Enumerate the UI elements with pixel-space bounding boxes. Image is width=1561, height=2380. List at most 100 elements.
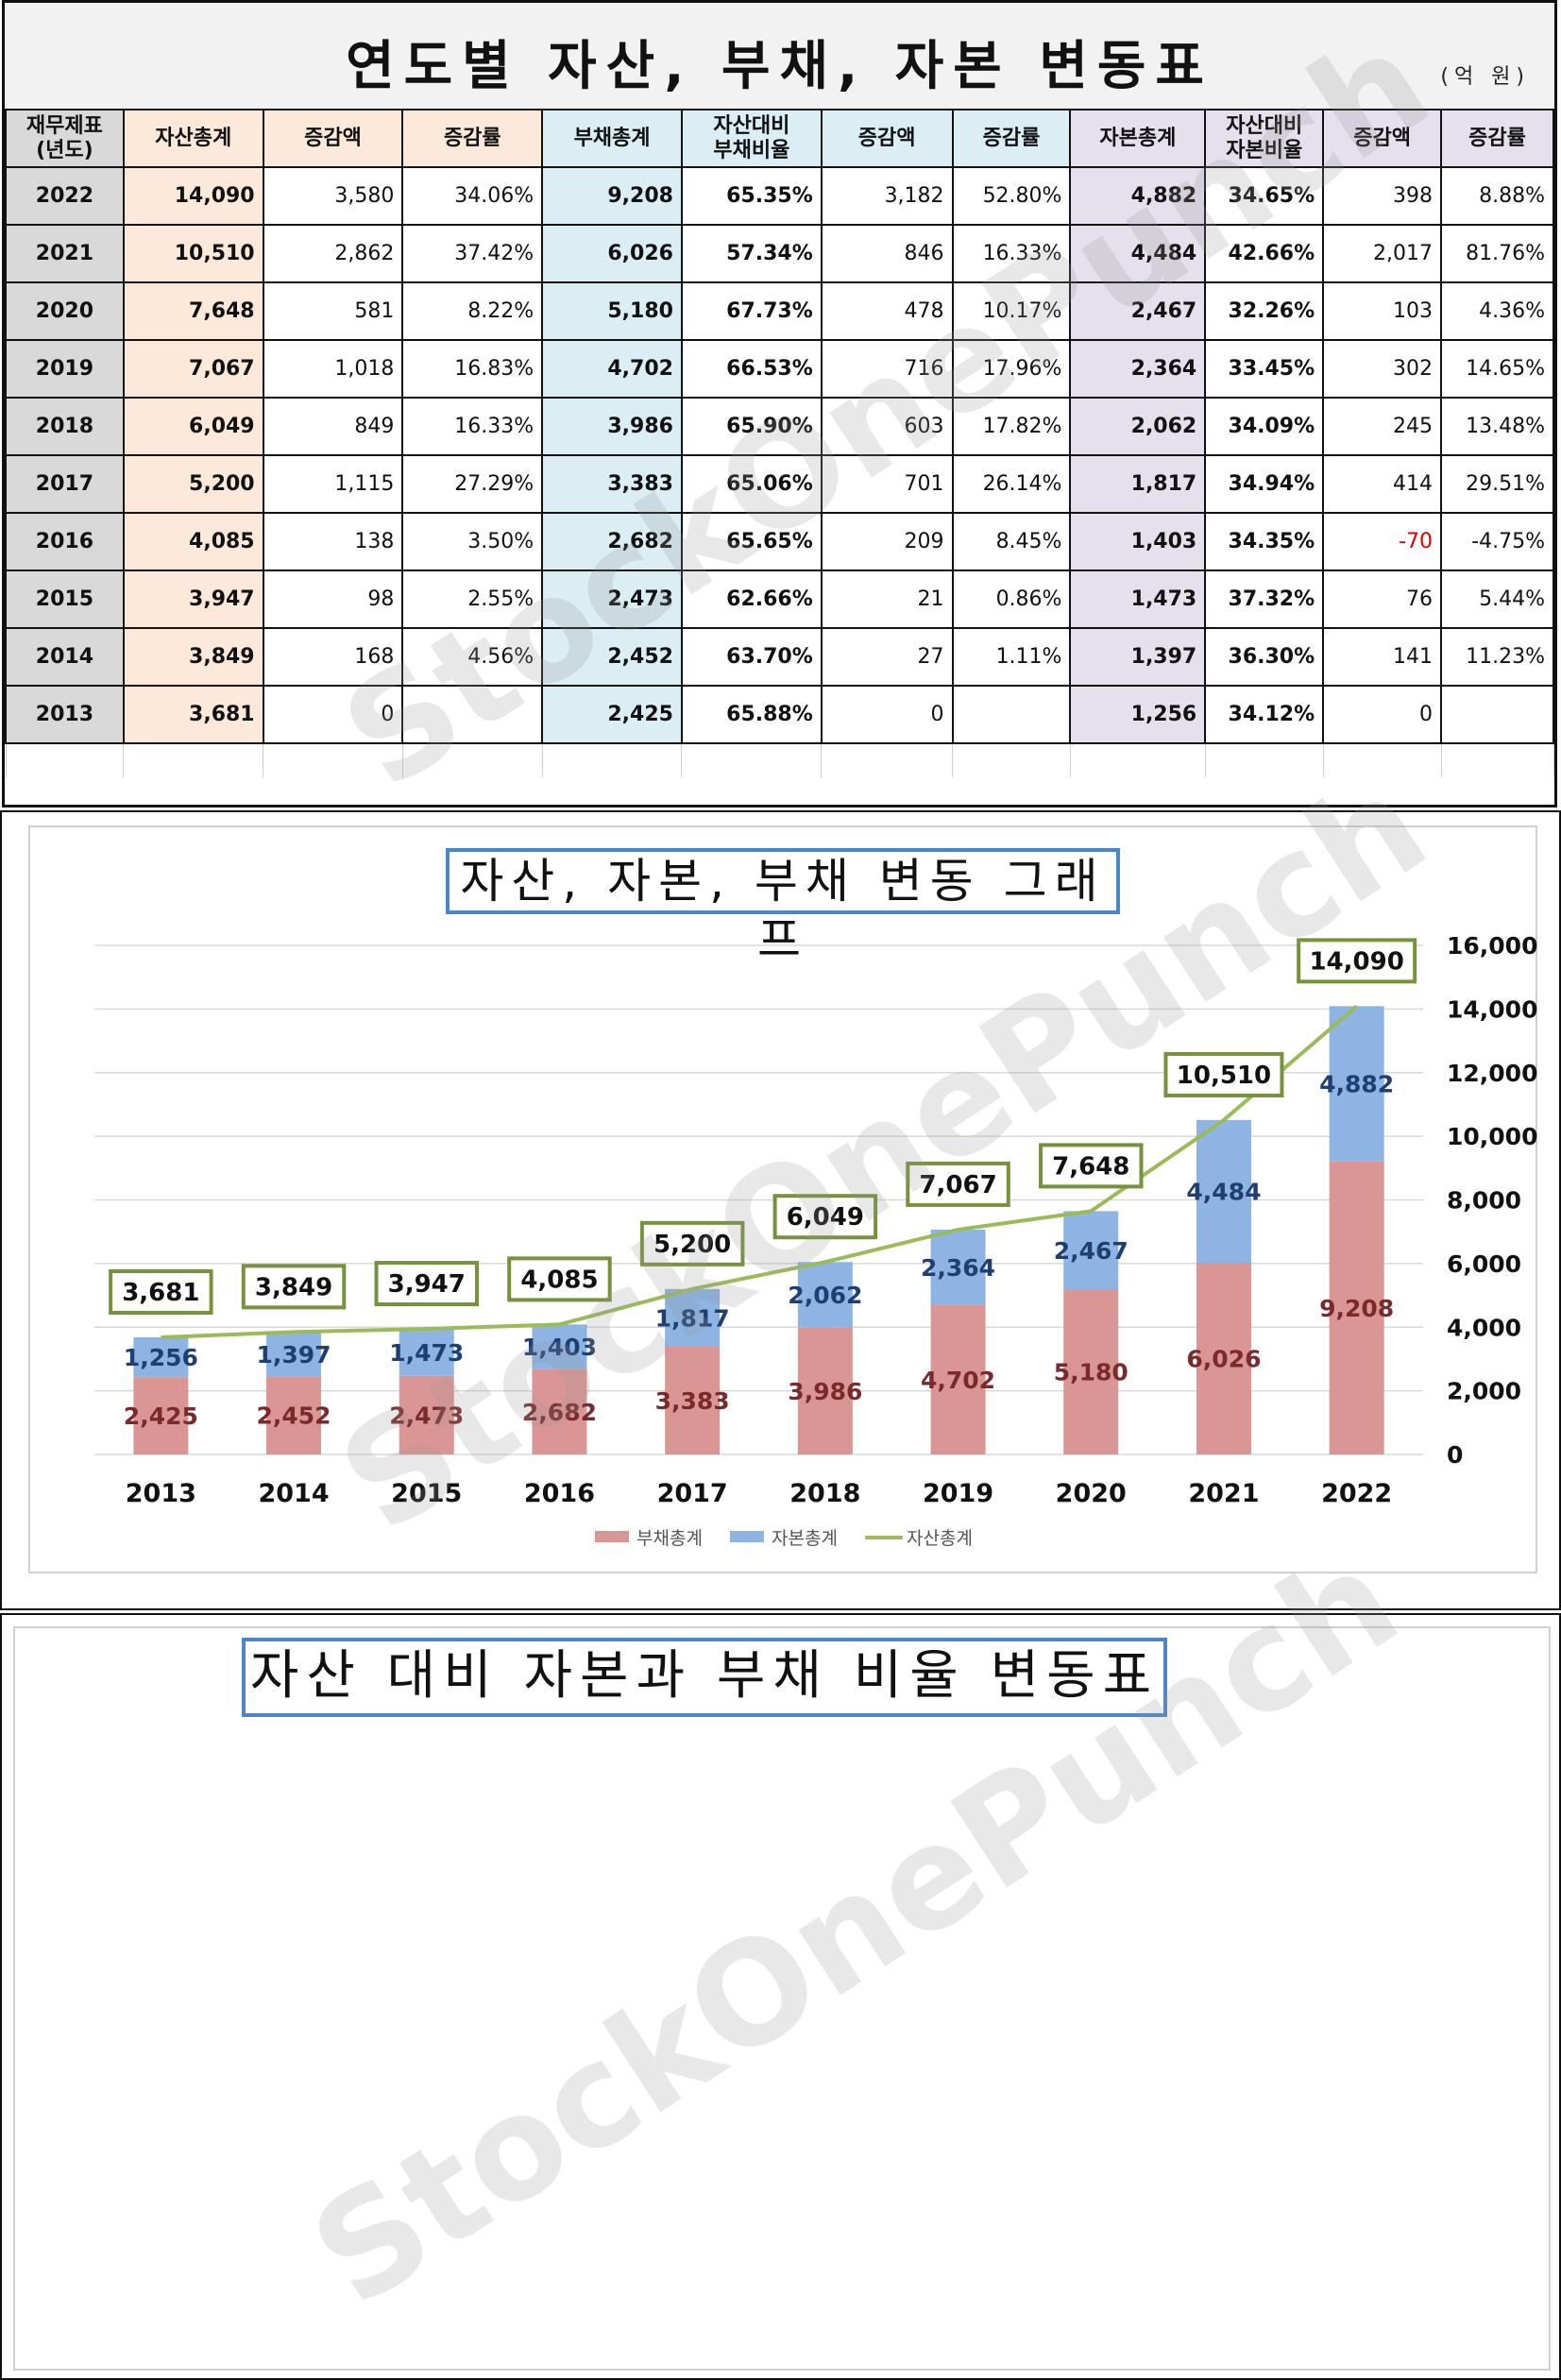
table-row: 2013 3,681 0 2,425 65.88% 0 1,256 34.12% 0 bbox=[5, 685, 1554, 744]
x-tick-label: 2021 bbox=[1188, 1479, 1259, 1508]
chart-ratio-section: 0%10%20%30%40%50%60%70%80%90%100%65.88%3… bbox=[0, 1518, 1561, 2380]
table-title-bar: 연도별 자산, 부채, 자본 변동표 (억 원) bbox=[5, 3, 1554, 110]
table-cell: 14,090 bbox=[122, 166, 264, 226]
table-header-row: 재무제표 (년도) 자산총계 증감액 증감률 부채총계 자산대비 부채비율 증감액 증감률 자본… bbox=[5, 109, 1554, 168]
column-header: 재무제표 (년도) bbox=[5, 109, 125, 168]
chart-assets-frame bbox=[28, 825, 1537, 1573]
y-tick-label: 4,000 bbox=[1447, 1314, 1521, 1341]
table-cell: 67.73% bbox=[680, 281, 823, 341]
data-label-equity: 1,397 bbox=[257, 1341, 331, 1368]
table-cell: 17.96% bbox=[951, 339, 1072, 399]
table-cell: 1,817 bbox=[1069, 454, 1207, 514]
data-label-assets: 14,090 bbox=[1309, 947, 1403, 976]
table-cell: 42.66% bbox=[1204, 224, 1325, 283]
chart-assets-svg: 0 2,000 4,000 6,000 8,000 10,000 12,000 14,000 1… bbox=[94, 932, 1537, 1549]
table-cell: 3,681 bbox=[122, 685, 264, 744]
table-cell: 37.32% bbox=[1204, 570, 1325, 629]
table-cell: 2.55% bbox=[401, 570, 544, 629]
data-label-equity: 2,062 bbox=[788, 1282, 862, 1309]
chart-ratio-title: 자산 대비 자본과 부채 비율 변동표 bbox=[249, 1645, 1160, 1707]
table-cell: 0 bbox=[820, 685, 954, 744]
data-label-assets: 3,681 bbox=[122, 1279, 199, 1307]
table-cell: 4.56% bbox=[401, 627, 544, 687]
x-tick-label: 2020 bbox=[1056, 1479, 1127, 1508]
table-cell: 1,397 bbox=[1069, 627, 1207, 687]
table-cell: 3.50% bbox=[401, 512, 544, 571]
table-cell: 414 bbox=[1322, 454, 1442, 514]
table-title: 연도별 자산, 부채, 자본 변동표 bbox=[346, 36, 1213, 97]
table-cell: 34.94% bbox=[1204, 454, 1325, 514]
table-cell: -70 bbox=[1322, 512, 1442, 571]
table-cell: 2021 bbox=[5, 224, 125, 283]
table-cell: 245 bbox=[1322, 397, 1442, 456]
table-cell: 2018 bbox=[5, 397, 125, 456]
bar-liability bbox=[399, 1375, 454, 1454]
table-cell: 2020 bbox=[5, 281, 125, 341]
table-row: 2016 4,085 138 3.50% 2,682 65.65% 209 8.45% 1,40… bbox=[5, 512, 1554, 571]
legend-label: 자산총계 bbox=[907, 1528, 973, 1549]
table-cell: 603 bbox=[820, 397, 954, 456]
table-cell: -4.75% bbox=[1440, 512, 1554, 571]
table-cell: 34.06% bbox=[401, 166, 544, 226]
table-cell: 0.86% bbox=[951, 570, 1072, 629]
column-header: 증감률 bbox=[1440, 109, 1554, 168]
column-header: 자산대비 자본비율 bbox=[1204, 109, 1325, 168]
table-cell: 209 bbox=[820, 512, 954, 571]
bar-equity bbox=[532, 1324, 587, 1369]
data-label-equity: 1,403 bbox=[522, 1334, 597, 1361]
table-cell: 98 bbox=[262, 570, 404, 629]
table-row: 2017 5,200 1,115 27.29% 3,383 65.06% 701 26.14%… bbox=[5, 454, 1554, 514]
table-cell: 2015 bbox=[5, 570, 125, 629]
table-cell: 2017 bbox=[5, 454, 125, 514]
table-cell: 27.29% bbox=[401, 454, 544, 514]
table-cell: 168 bbox=[262, 627, 404, 687]
table-cell: 0 bbox=[262, 685, 404, 744]
table-cell: 2013 bbox=[5, 685, 125, 744]
table-cell: 34.35% bbox=[1204, 512, 1325, 571]
table-cell: 21 bbox=[820, 570, 954, 629]
table-cell: 849 bbox=[262, 397, 404, 456]
x-tick-label: 2016 bbox=[524, 1479, 595, 1508]
data-label-liability: 2,473 bbox=[389, 1402, 464, 1429]
table-cell: 138 bbox=[262, 512, 404, 571]
data-label-equity: 1,817 bbox=[655, 1304, 730, 1332]
table-cell: 65.90% bbox=[680, 397, 823, 456]
table-cell: 3,986 bbox=[541, 397, 683, 456]
financial-data-table: 재무제표 (년도) 자산총계 증감액 증감률 부채총계 자산대비 부채비율 증감액 증감률 자본… bbox=[5, 109, 1554, 777]
table-cell: 37.42% bbox=[401, 224, 544, 283]
data-label-assets: 5,200 bbox=[653, 1231, 731, 1259]
data-label-box-assets bbox=[906, 1161, 1010, 1207]
data-label-box-assets bbox=[1297, 938, 1417, 984]
table-cell: 701 bbox=[820, 454, 954, 514]
table-cell: 11.23% bbox=[1440, 627, 1554, 687]
line-assets bbox=[161, 1004, 1358, 1339]
data-label-assets: 3,849 bbox=[255, 1273, 332, 1301]
table-cell: 5.44% bbox=[1440, 570, 1554, 629]
table-blank-cell bbox=[681, 742, 823, 777]
table-unit: (억 원) bbox=[1440, 65, 1530, 89]
x-tick-label: 2018 bbox=[789, 1479, 860, 1508]
table-cell: 8.22% bbox=[401, 281, 544, 341]
legend-label: 부채총계 bbox=[636, 1528, 703, 1549]
table-cell: 32.26% bbox=[1204, 281, 1325, 341]
table-cell: 7,648 bbox=[122, 281, 264, 341]
table-cell: 65.88% bbox=[680, 685, 823, 744]
data-label-assets: 4,085 bbox=[520, 1266, 598, 1294]
bar-equity bbox=[665, 1288, 721, 1348]
bar-equity bbox=[797, 1262, 853, 1328]
data-label-box-assets bbox=[507, 1256, 612, 1302]
table-cell: 302 bbox=[1322, 339, 1442, 399]
table-cell bbox=[1440, 685, 1554, 744]
table-blank-cell bbox=[1069, 742, 1206, 777]
x-tick-label: 2015 bbox=[391, 1479, 462, 1508]
x-tick-label: 2019 bbox=[923, 1479, 993, 1508]
table-cell bbox=[951, 685, 1072, 744]
table-cell: 2,452 bbox=[541, 627, 683, 687]
table-blank-cell bbox=[5, 742, 125, 777]
table-cell: 3,947 bbox=[122, 570, 264, 629]
table-cell: 66.53% bbox=[680, 339, 823, 399]
table-cell: 2,425 bbox=[541, 685, 683, 744]
x-tick-label: 2017 bbox=[657, 1479, 728, 1508]
data-label-equity: 4,484 bbox=[1186, 1178, 1261, 1205]
